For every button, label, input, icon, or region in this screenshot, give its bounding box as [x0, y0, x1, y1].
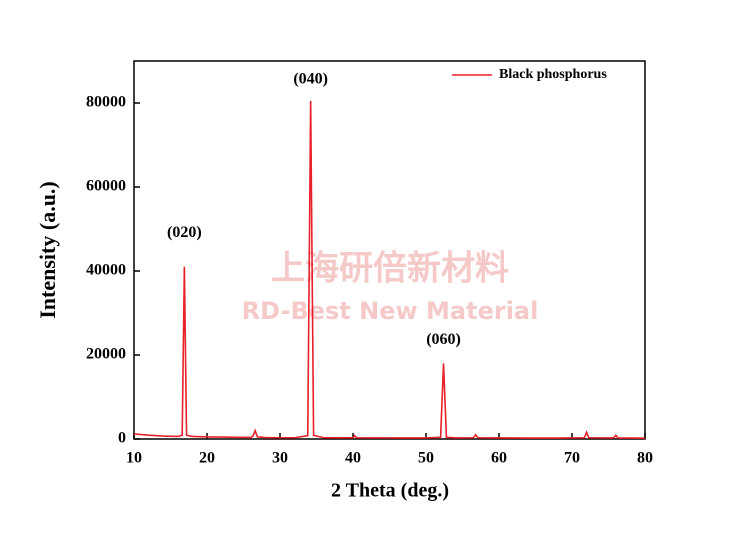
peak-annotation: (040) — [293, 71, 328, 88]
x-tick-label: 60 — [491, 450, 507, 467]
data-line — [133, 100, 646, 439]
legend-label: Black phosphorus — [499, 67, 607, 82]
y-tick-label: 40000 — [86, 262, 126, 279]
x-tick-label: 30 — [272, 450, 288, 467]
y-tick-label: 80000 — [86, 94, 126, 111]
x-tick-label: 80 — [637, 450, 653, 467]
x-tick-label: 50 — [418, 450, 434, 467]
x-axis-label: 2 Theta (deg.) — [331, 480, 449, 502]
y-tick-label: 60000 — [86, 178, 126, 195]
peak-annotation: (060) — [426, 331, 461, 348]
x-tick-label: 40 — [345, 450, 361, 467]
peak-annotation: (020) — [167, 224, 202, 241]
y-tick-label: 20000 — [86, 346, 126, 363]
plot-frame — [133, 60, 646, 440]
x-tick-label: 20 — [199, 450, 215, 467]
y-tick-label: 0 — [118, 430, 126, 447]
watermark: RD-Best New Material — [242, 297, 539, 325]
watermark: 上海研倍新材料 — [271, 249, 509, 289]
x-tick-label: 10 — [126, 450, 142, 467]
y-axis-label: Intensity (a.u.) — [35, 181, 60, 319]
x-tick-label: 70 — [564, 450, 580, 467]
